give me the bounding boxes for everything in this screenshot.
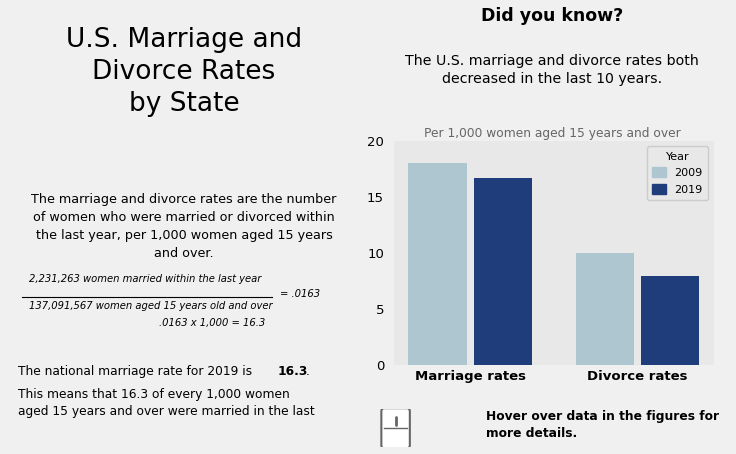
Text: Did you know?: Did you know?: [481, 7, 623, 25]
Legend: 2009, 2019: 2009, 2019: [647, 146, 708, 200]
Text: The marriage and divorce rates are the number
of women who were married or divor: The marriage and divorce rates are the n…: [32, 193, 336, 260]
Bar: [576, 253, 634, 365]
Text: Hover over data in the figures for
more details.: Hover over data in the figures for more …: [486, 410, 719, 439]
Text: Per 1,000 women aged 15 years and over: Per 1,000 women aged 15 years and over: [424, 127, 680, 140]
Text: = .0163: = .0163: [280, 289, 320, 299]
FancyBboxPatch shape: [381, 408, 410, 449]
Text: 2,231,263 women married within the last year: 2,231,263 women married within the last …: [29, 274, 262, 284]
Text: U.S. Marriage and
Divorce Rates
by State: U.S. Marriage and Divorce Rates by State: [66, 27, 302, 117]
Text: This means that 16.3 of every 1,000 women
aged 15 years and over were married in: This means that 16.3 of every 1,000 wome…: [18, 388, 315, 418]
Text: 137,091,567 women aged 15 years old and over: 137,091,567 women aged 15 years old and …: [29, 301, 273, 311]
Text: 16.3: 16.3: [277, 365, 308, 379]
Bar: [408, 163, 467, 365]
Text: The national marriage rate for 2019 is: The national marriage rate for 2019 is: [18, 365, 256, 379]
Text: .: .: [305, 365, 309, 379]
Text: .0163 x 1,000 = 16.3: .0163 x 1,000 = 16.3: [159, 318, 265, 328]
Bar: [641, 276, 699, 365]
Text: The U.S. marriage and divorce rates both
decreased in the last 10 years.: The U.S. marriage and divorce rates both…: [405, 54, 699, 86]
Bar: [473, 178, 532, 365]
